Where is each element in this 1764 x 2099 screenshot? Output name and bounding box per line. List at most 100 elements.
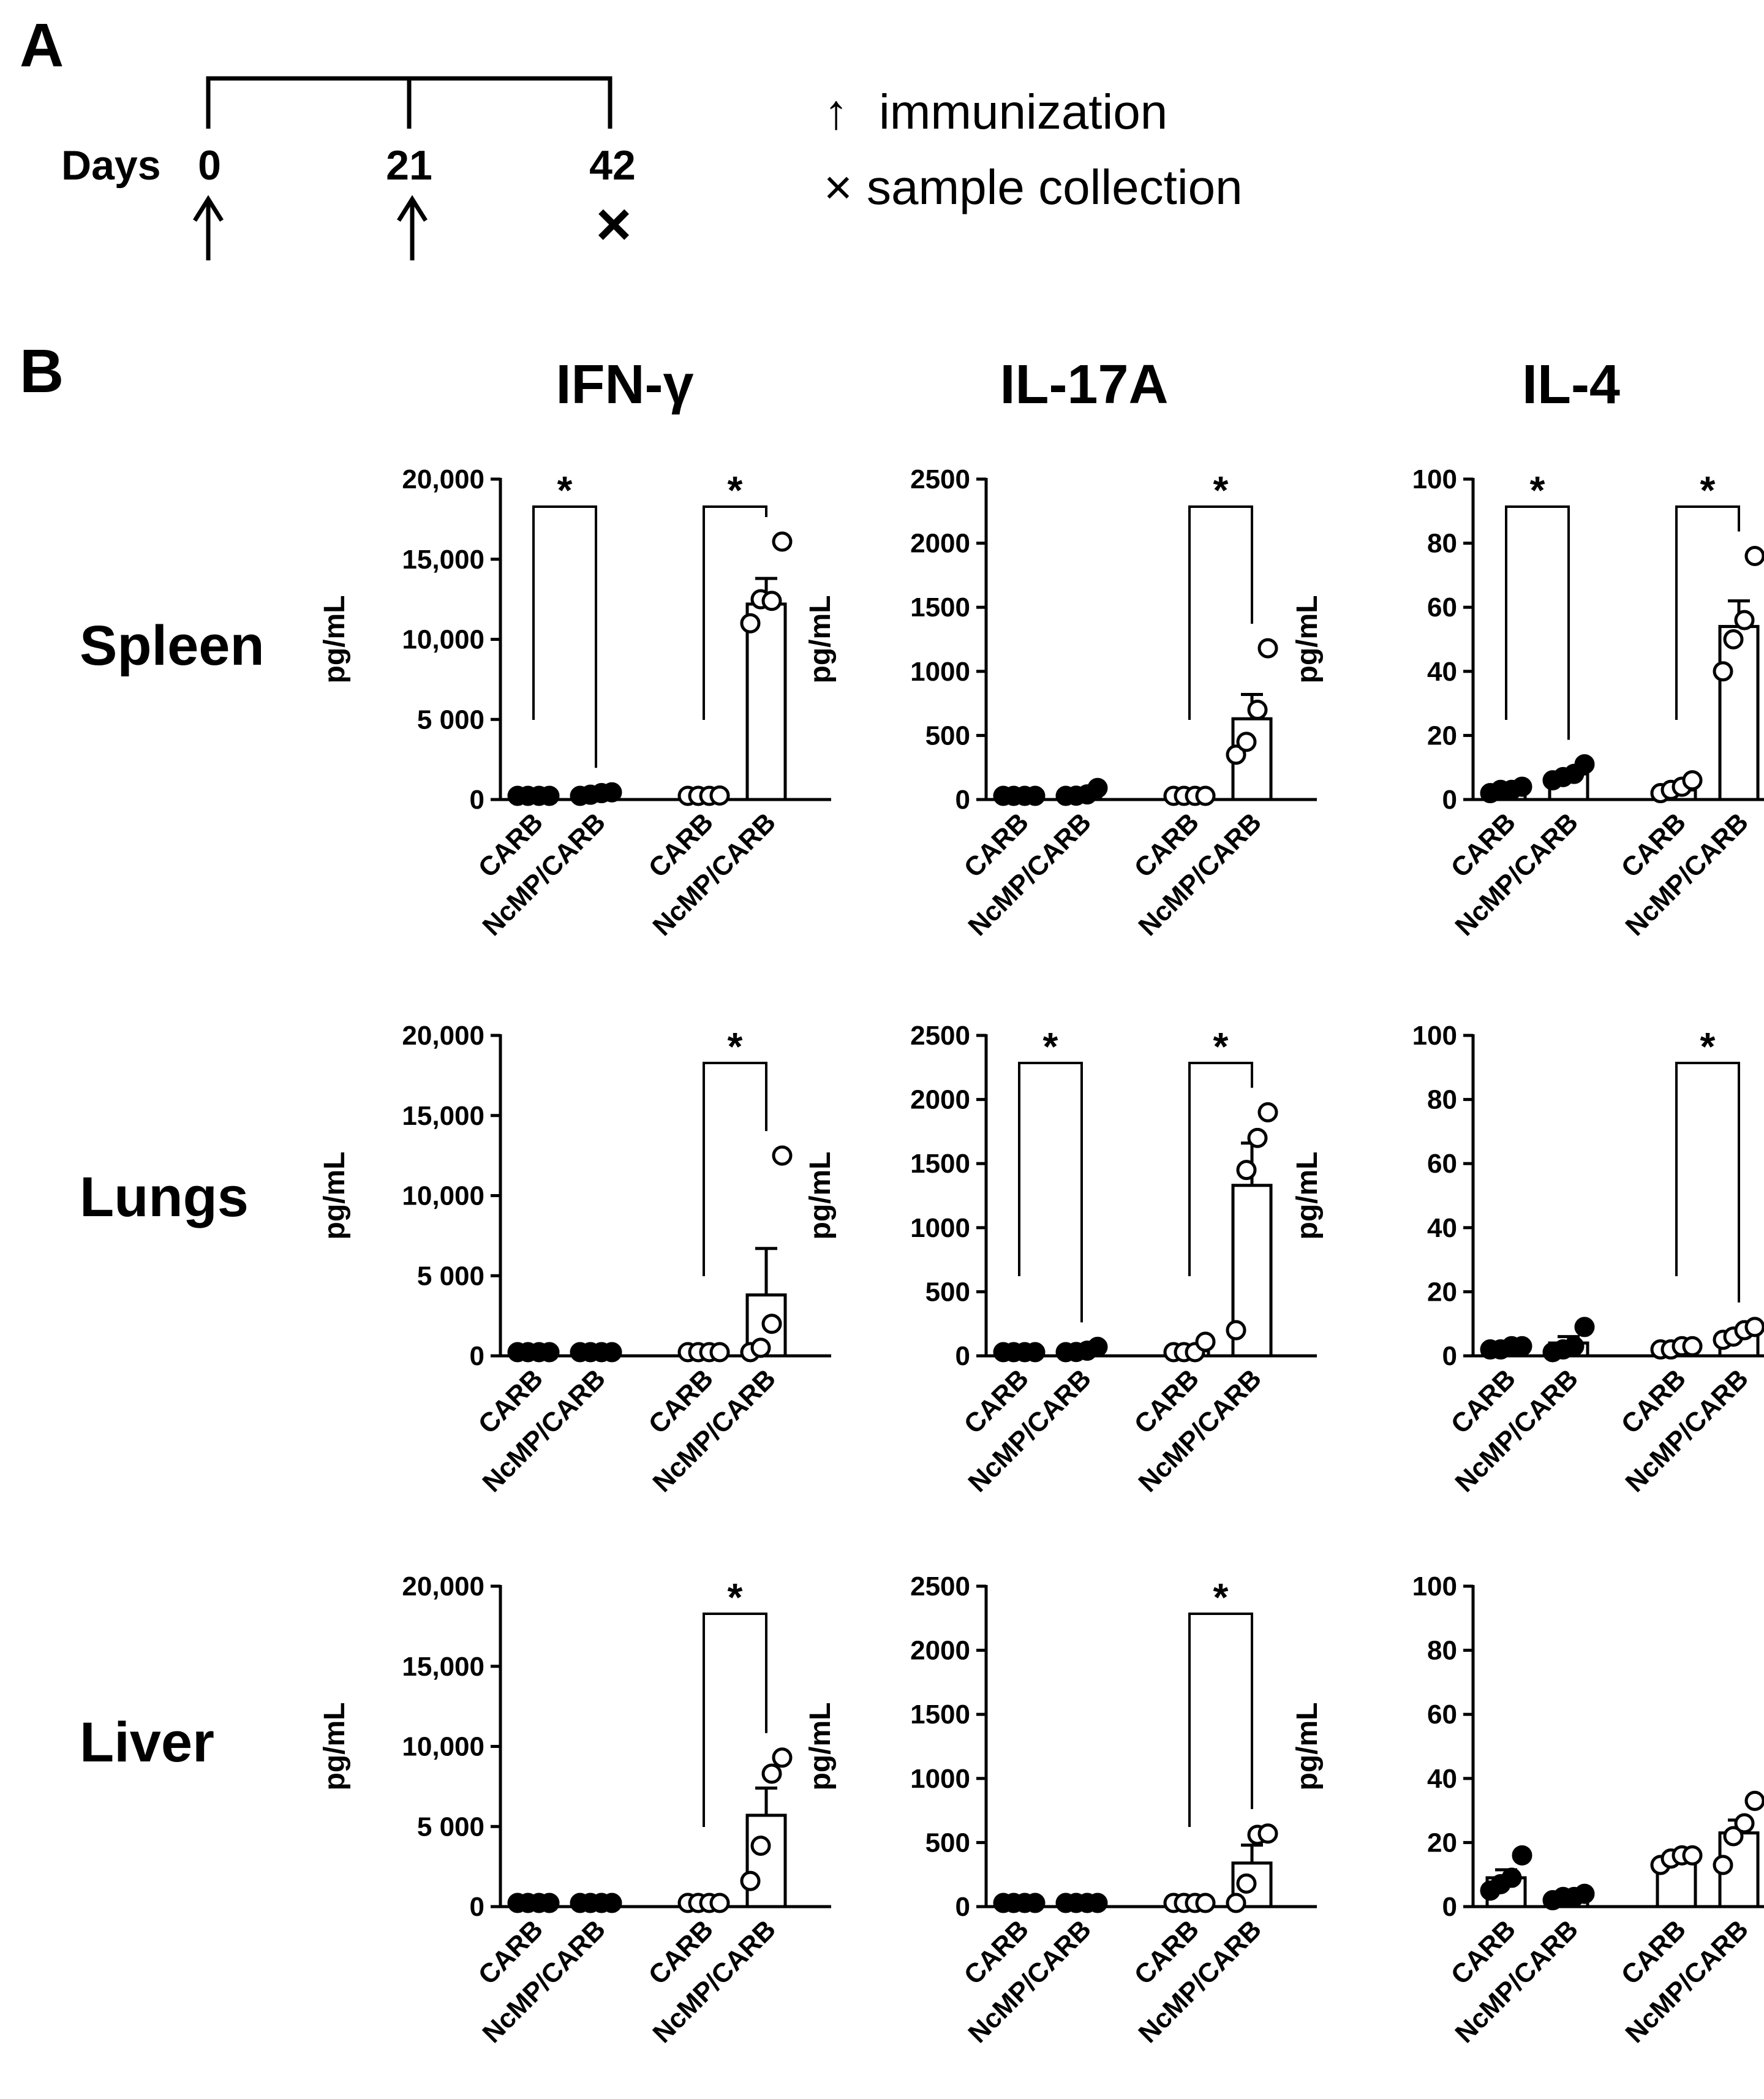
significance-bracket xyxy=(703,1062,767,1276)
y-tick-label: 80 xyxy=(1427,1636,1457,1666)
day-0-label: 0 xyxy=(198,142,221,189)
data-point xyxy=(1574,1883,1595,1904)
significance-star: * xyxy=(1530,468,1545,512)
significance-star: * xyxy=(1213,468,1229,512)
data-point xyxy=(1236,732,1257,752)
data-point xyxy=(1682,1336,1703,1356)
y-tick-label: 2500 xyxy=(910,1571,970,1602)
data-point xyxy=(1025,1342,1046,1363)
data-point xyxy=(709,1342,730,1363)
y-tick-label: 2000 xyxy=(910,1636,970,1666)
significance-bracket xyxy=(1505,505,1570,740)
data-point xyxy=(1195,1893,1216,1913)
significance-bracket xyxy=(532,505,597,768)
immunization-arrow-day-0 xyxy=(193,195,224,260)
y-tick-label: 5 000 xyxy=(417,705,484,735)
significance-star: * xyxy=(1700,1024,1716,1068)
chart-liver-ifn-: 05 00010,00015,00020,000pg/mLCARBNcMP/CA… xyxy=(318,1571,831,2049)
y-tick-label: 60 xyxy=(1427,1700,1457,1730)
data-point xyxy=(761,1314,782,1334)
y-tick-label: 15,000 xyxy=(402,545,484,575)
y-tick-label: 5 000 xyxy=(417,1261,484,1291)
data-point xyxy=(772,1747,793,1768)
row-title-lungs: Lungs xyxy=(80,1166,249,1228)
immunization-arrow-glyph: ↑ xyxy=(824,85,848,139)
data-point xyxy=(709,1893,730,1913)
significance-star: * xyxy=(1213,1575,1229,1619)
data-point xyxy=(1257,1823,1278,1844)
data-point xyxy=(1236,1160,1257,1181)
bar xyxy=(745,602,787,801)
y-axis-label: pg/mL xyxy=(804,1703,837,1791)
data-point xyxy=(740,613,761,633)
data-point xyxy=(1257,638,1278,659)
significance-star: * xyxy=(1213,1024,1229,1068)
y-axis-label: pg/mL xyxy=(318,596,351,684)
data-point xyxy=(601,1893,622,1913)
y-tick-label: 2000 xyxy=(910,1085,970,1115)
data-point xyxy=(761,591,782,611)
significance-bracket xyxy=(703,505,767,720)
significance-bracket xyxy=(1018,1062,1083,1323)
y-axis-label: pg/mL xyxy=(318,1703,351,1791)
column-title-il-4: IL-4 xyxy=(1522,354,1620,415)
data-point xyxy=(1025,785,1046,806)
significance-star: * xyxy=(728,468,743,512)
data-point xyxy=(1512,1336,1532,1356)
y-tick-label: 100 xyxy=(1412,464,1457,494)
y-tick-label: 40 xyxy=(1427,1764,1457,1794)
day-21-label: 21 xyxy=(386,142,432,189)
y-tick-label: 2000 xyxy=(910,529,970,559)
data-point xyxy=(1744,546,1764,567)
y-tick-label: 60 xyxy=(1427,592,1457,622)
significance-bracket xyxy=(1188,1062,1253,1276)
y-tick-label: 0 xyxy=(956,785,970,815)
y-tick-label: 0 xyxy=(470,1341,484,1371)
y-tick-label: 100 xyxy=(1412,1021,1457,1051)
y-tick-label: 1000 xyxy=(910,1764,970,1794)
y-tick-label: 20 xyxy=(1427,1828,1457,1858)
y-tick-label: 15,000 xyxy=(402,1652,484,1682)
data-point xyxy=(1564,1336,1585,1356)
y-axis-label: pg/mL xyxy=(1291,1703,1324,1791)
y-tick-label: 500 xyxy=(925,720,970,751)
column-title-ifn-gamma: IFN-γ xyxy=(556,354,694,415)
days-label: Days xyxy=(61,142,161,189)
data-point xyxy=(761,1763,782,1784)
significance-bracket xyxy=(1675,505,1740,720)
chart-spleen-ifn-: 05 00010,00015,00020,000pg/mLCARBNcMP/CA… xyxy=(318,464,831,942)
y-tick-label: 20 xyxy=(1427,1277,1457,1307)
y-tick-label: 20,000 xyxy=(402,464,484,494)
y-tick-label: 10,000 xyxy=(402,625,484,655)
data-point xyxy=(1682,770,1703,791)
y-tick-label: 20,000 xyxy=(402,1021,484,1051)
y-axis-label: pg/mL xyxy=(1291,596,1324,684)
row-title-spleen: Spleen xyxy=(80,615,265,677)
data-point xyxy=(1734,1813,1755,1834)
data-point xyxy=(1087,1336,1108,1357)
y-axis-label: pg/mL xyxy=(1291,1152,1324,1240)
panel-a-label: A xyxy=(20,11,64,80)
bar xyxy=(1718,625,1760,801)
sample-collection-legend: sample collection xyxy=(867,160,1243,214)
significance-star: * xyxy=(557,468,573,512)
y-tick-label: 500 xyxy=(925,1277,970,1307)
data-point xyxy=(1087,777,1108,798)
y-tick-label: 1500 xyxy=(910,592,970,622)
y-tick-label: 1500 xyxy=(910,1149,970,1179)
y-tick-label: 1500 xyxy=(910,1700,970,1730)
y-tick-label: 10,000 xyxy=(402,1732,484,1762)
y-tick-label: 0 xyxy=(470,785,484,815)
significance-bracket xyxy=(1188,505,1253,720)
sample-collection-glyph: × xyxy=(824,160,853,214)
data-point xyxy=(1195,1331,1216,1352)
significance-bracket xyxy=(1675,1062,1740,1303)
data-point xyxy=(1682,1845,1703,1866)
y-tick-label: 20,000 xyxy=(402,1571,484,1602)
data-point xyxy=(539,785,560,806)
panel-b: B IFN-γ IL-17A IL-4 Spleen Lungs Liver xyxy=(20,337,1620,1774)
significance-bracket xyxy=(1188,1613,1253,1827)
